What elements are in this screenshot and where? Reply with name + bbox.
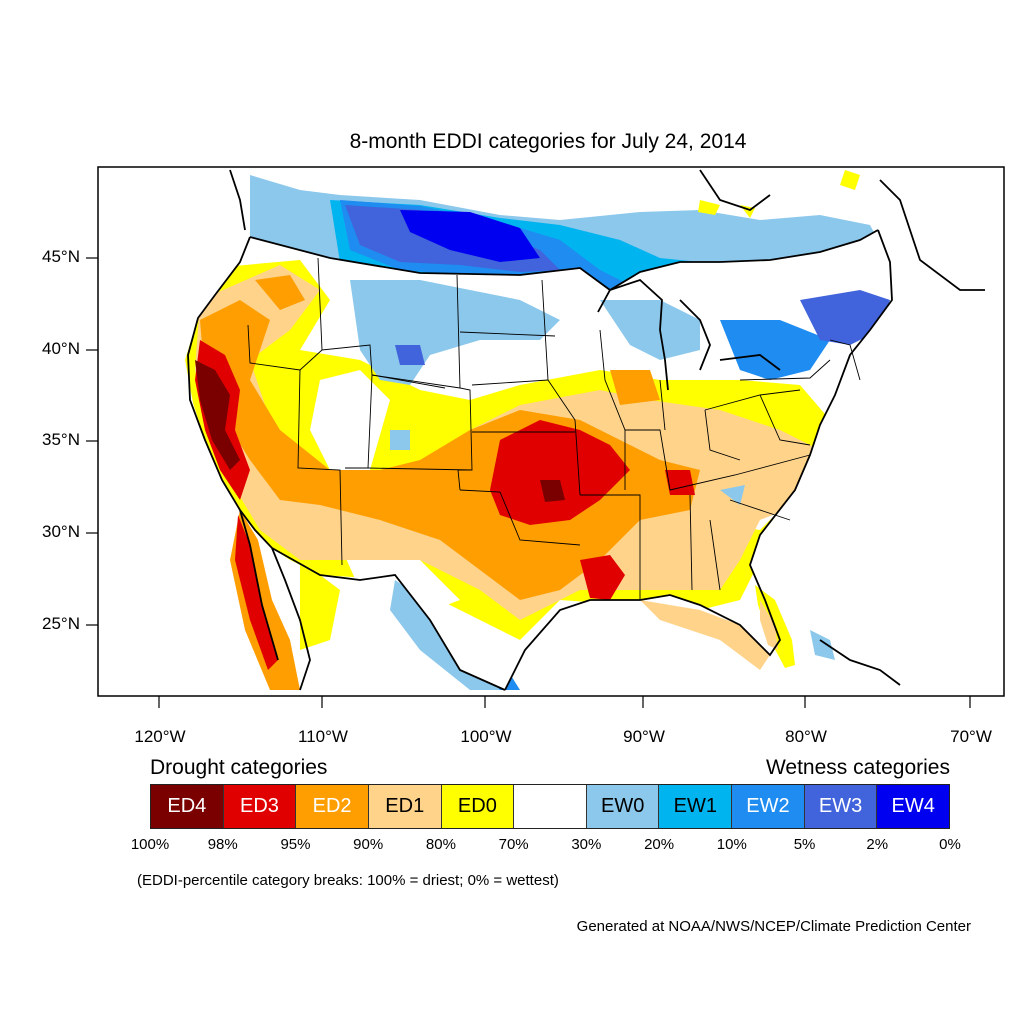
lat-label-40: 40°N xyxy=(42,339,80,358)
legend-ed2: ED2 xyxy=(296,785,369,828)
plot-frame xyxy=(97,166,1005,697)
legend-ew1: EW1 xyxy=(659,785,733,828)
legend-break-label: 20% xyxy=(644,836,675,853)
legend-break-label: 98% xyxy=(207,836,238,853)
legend-break-label: 30% xyxy=(571,836,602,853)
legend-ew2: EW2 xyxy=(732,785,805,828)
legend-ed4: ED4 xyxy=(151,785,224,828)
legend-break-label: 5% xyxy=(793,836,816,853)
lat-label-35: 35°N xyxy=(42,430,80,449)
legend-ew0: EW0 xyxy=(586,785,660,828)
legend-ew4: EW4 xyxy=(877,785,950,828)
map-title: 8-month EDDI categories for July 24, 201… xyxy=(349,130,747,153)
lon-label-100w: 100°W xyxy=(460,727,512,746)
legend-break-label: 0% xyxy=(939,836,961,853)
legend-ed1: ED1 xyxy=(368,785,442,828)
category-note: (EDDI-percentile category breaks: 100% =… xyxy=(137,872,559,889)
legend-neutral xyxy=(514,785,587,828)
legend-break-label: 80% xyxy=(425,836,456,853)
legend-ed0: ED0 xyxy=(441,785,515,828)
legend-break-label: 100% xyxy=(130,836,170,853)
legend-break-label: 70% xyxy=(498,836,529,853)
lon-label-120w: 120°W xyxy=(134,727,186,746)
lon-ticks xyxy=(158,696,971,708)
lon-label-110w: 110°W xyxy=(298,727,348,746)
lat-label-30: 30°N xyxy=(42,522,80,541)
map-field xyxy=(185,169,985,691)
lat-label-25: 25°N xyxy=(42,614,80,633)
legend-break-label: 2% xyxy=(866,836,889,853)
legend-break-label: 90% xyxy=(353,836,384,853)
lat-ticks xyxy=(86,257,98,626)
category-legend-bar: ED4 ED3 ED2 ED1 ED0 EW0 EW1 EW2 EW3 EW4 xyxy=(150,784,950,829)
legend-break-label: 95% xyxy=(280,836,311,853)
legend-break-label: 10% xyxy=(716,836,747,853)
credit-text: Generated at NOAA/NWS/NCEP/Climate Predi… xyxy=(576,918,971,935)
wetness-heading: Wetness categories xyxy=(765,756,950,779)
lon-label-90w: 90°W xyxy=(623,727,665,746)
lon-label-80w: 80°W xyxy=(785,727,827,746)
legend-ed3: ED3 xyxy=(223,785,297,828)
lat-label-45: 45°N xyxy=(42,247,80,266)
drought-heading: Drought categories xyxy=(150,756,328,779)
legend-ew3: EW3 xyxy=(804,785,878,828)
lon-label-70w: 70°W xyxy=(950,727,992,746)
